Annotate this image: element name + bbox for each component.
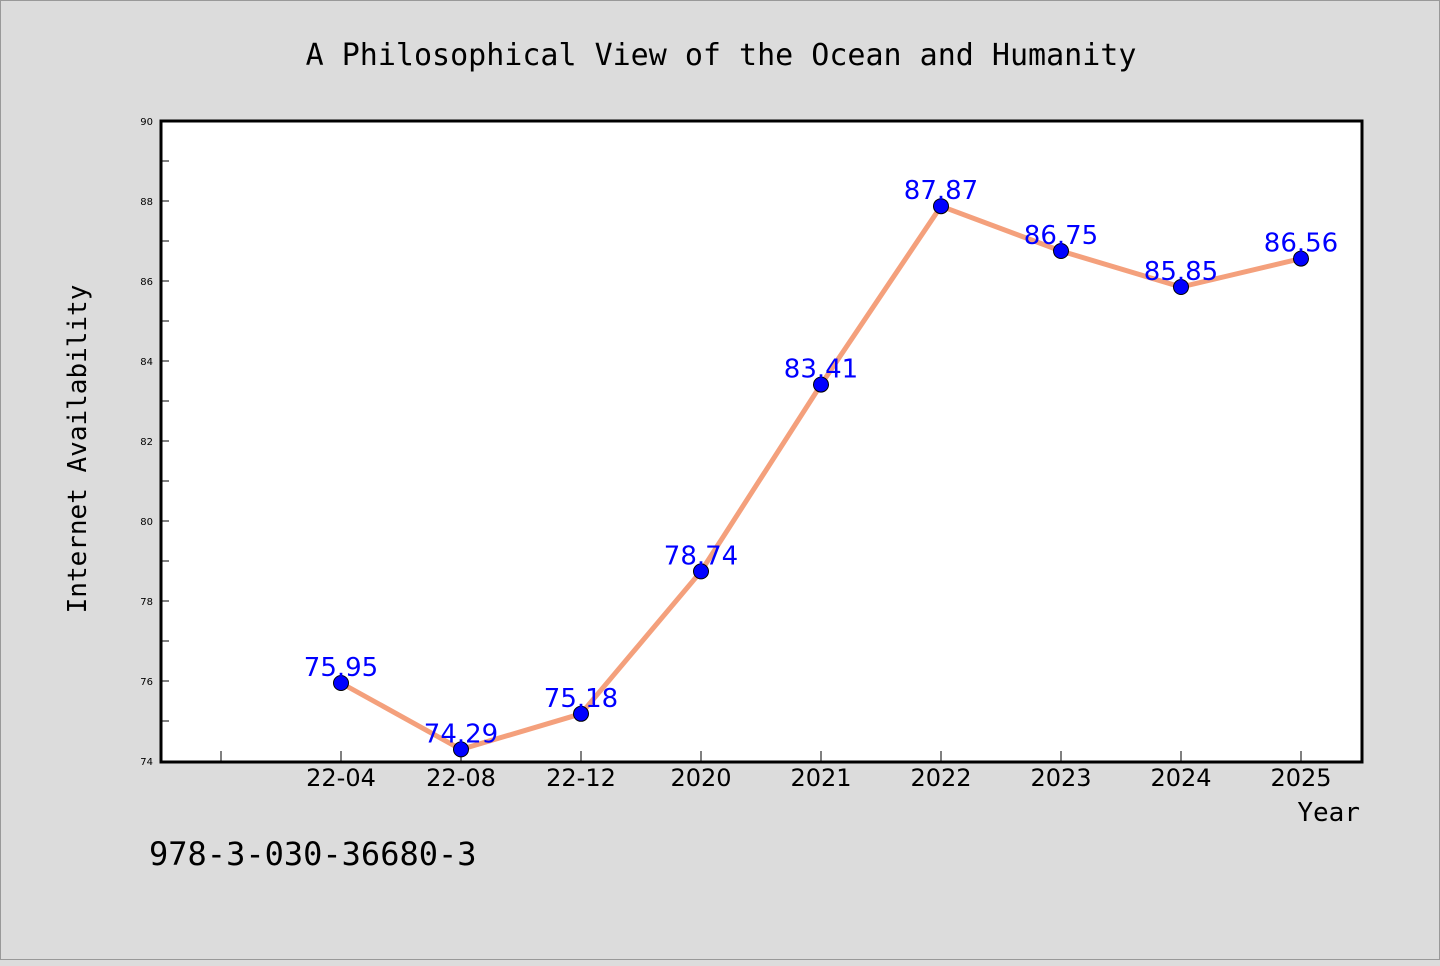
- plot-area: [159, 119, 1364, 764]
- y-tick-label: 90: [140, 117, 153, 128]
- data-labels: 75.95 74.29 75.18 78.74 83.41 87.87 86.75 85.85…: [304, 176, 1338, 749]
- data-point-marker: [333, 675, 349, 691]
- y-tick-label: 86: [140, 277, 153, 288]
- y-axis-label: Internet Availability: [63, 285, 93, 614]
- data-value-label: 78.74: [664, 541, 738, 571]
- x-tick-label: 2020: [670, 764, 731, 792]
- data-value-label: 86.56: [1264, 229, 1338, 259]
- y-tick-label: 80: [140, 517, 153, 528]
- data-value-label: 74.29: [424, 719, 498, 749]
- data-value-label: 87.87: [904, 176, 978, 206]
- x-tick-label: 2025: [1270, 764, 1331, 792]
- chart-title: A Philosophical View of the Ocean and Hu…: [306, 38, 1137, 73]
- y-axis: 74 76 78 80 82 84 86 88 90: [140, 117, 169, 768]
- isbn-footer: 978-3-030-36680-3: [149, 835, 477, 873]
- x-tick-label: 22-12: [546, 764, 616, 792]
- x-tick-label: 22-08: [426, 764, 496, 792]
- data-point-marker: [693, 563, 709, 580]
- y-tick-label: 78: [140, 597, 153, 608]
- x-tick-label: 2022: [910, 764, 971, 792]
- data-point-marker: [453, 741, 469, 758]
- x-tick-label: 22-04: [306, 764, 376, 792]
- data-value-label: 85.85: [1144, 257, 1218, 287]
- x-axis: 22-04 22-08 22-12 2020 2021 2022 2023 2024 2025: [220, 751, 1332, 792]
- x-tick-label: 2024: [1150, 764, 1211, 792]
- x-tick-label: 2021: [790, 764, 851, 792]
- data-point-marker: [1293, 250, 1309, 267]
- y-tick-label: 82: [140, 437, 153, 448]
- data-markers: [333, 198, 1309, 758]
- x-axis-label: Year: [1297, 798, 1360, 828]
- data-point-marker: [813, 376, 829, 393]
- y-tick-label: 88: [140, 197, 153, 208]
- data-value-label: 75.95: [304, 653, 378, 683]
- data-point-marker: [573, 705, 589, 722]
- data-point-marker: [1053, 243, 1069, 259]
- data-point-marker: [933, 198, 949, 215]
- x-tick-label: 2023: [1030, 764, 1091, 792]
- data-value-label: 75.18: [544, 684, 618, 714]
- y-tick-label: 74: [140, 757, 153, 768]
- data-value-label: 86.75: [1024, 221, 1098, 251]
- data-point-marker: [1173, 279, 1189, 295]
- y-tick-label: 84: [140, 357, 153, 368]
- y-tick-label: 76: [140, 677, 153, 688]
- data-value-label: 83.41: [784, 355, 858, 385]
